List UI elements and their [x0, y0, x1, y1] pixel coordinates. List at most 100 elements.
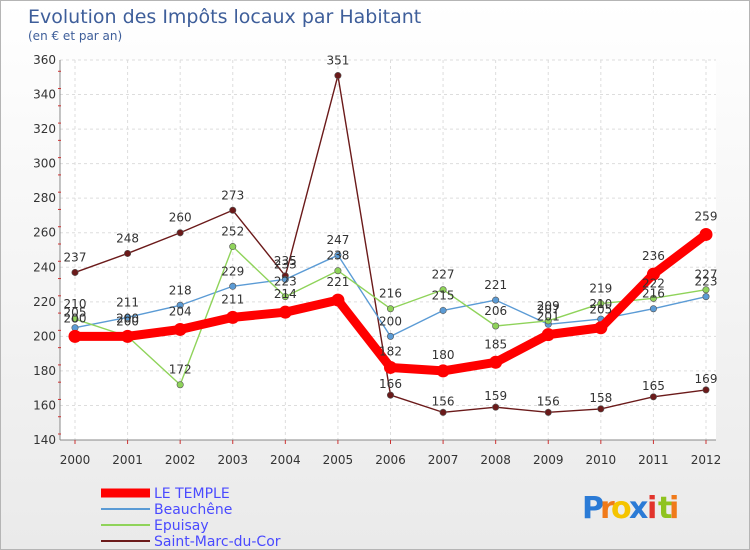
data-point	[649, 393, 657, 401]
data-label: 159	[484, 389, 507, 403]
data-label: 210	[589, 297, 612, 311]
x-tick-label: 2007	[428, 453, 459, 467]
y-tick-label: 140	[33, 433, 56, 447]
data-point	[541, 328, 555, 342]
data-point	[492, 403, 500, 411]
y-tick-label: 280	[33, 191, 56, 205]
data-point	[176, 229, 184, 237]
data-label: 222	[642, 276, 665, 290]
data-label: 252	[221, 225, 244, 239]
x-tick-label: 2008	[480, 453, 511, 467]
x-tick-label: 2011	[638, 453, 669, 467]
y-tick-label: 320	[33, 122, 56, 136]
data-point	[597, 300, 605, 308]
data-label: 236	[642, 249, 665, 263]
data-label: 180	[432, 348, 455, 362]
data-point	[176, 381, 184, 389]
data-label: 200	[379, 314, 402, 328]
data-point	[492, 296, 500, 304]
data-point	[278, 305, 292, 319]
data-point	[594, 321, 608, 335]
x-tick-label: 2000	[60, 453, 91, 467]
data-point	[544, 408, 552, 416]
data-point	[334, 267, 342, 275]
logo-letter: r	[600, 491, 615, 526]
data-point	[384, 360, 397, 374]
data-label: 200	[116, 314, 139, 328]
y-tick-label: 200	[33, 329, 56, 343]
data-label: 273	[221, 188, 244, 202]
data-label: 248	[116, 231, 139, 245]
data-point	[121, 329, 135, 343]
data-label: 210	[64, 297, 87, 311]
x-tick-label: 2010	[586, 453, 617, 467]
data-label: 169	[695, 372, 718, 386]
data-point	[439, 306, 447, 314]
data-point	[702, 386, 710, 394]
data-label: 351	[326, 54, 349, 68]
x-tick-label: 2001	[112, 453, 143, 467]
logo-letter: x	[629, 491, 648, 526]
data-point	[71, 268, 79, 276]
x-tick-label: 2005	[323, 453, 354, 467]
data-label: 156	[432, 394, 455, 408]
data-label: 215	[432, 288, 455, 302]
data-label: 185	[484, 337, 507, 351]
x-tick-label: 2003	[217, 453, 248, 467]
data-point	[173, 322, 187, 336]
data-point	[699, 227, 713, 241]
data-label: 201	[537, 310, 560, 324]
data-point	[229, 243, 237, 251]
data-label: 259	[695, 209, 718, 223]
data-label: 214	[274, 287, 297, 301]
y-tick-label: 160	[33, 398, 56, 412]
data-point	[229, 206, 237, 214]
data-label: 166	[379, 377, 402, 391]
data-point	[386, 305, 394, 313]
legend-label: Saint-Marc-du-Cor	[154, 534, 281, 550]
y-tick-label: 220	[33, 295, 56, 309]
data-point	[489, 355, 503, 369]
logo-letter: P	[582, 491, 604, 526]
x-tick-label: 2012	[691, 453, 722, 467]
data-label: 229	[221, 264, 244, 278]
logo-letter: i	[647, 491, 657, 526]
logo-letter: i	[669, 491, 679, 526]
data-label: 221	[484, 278, 507, 292]
data-point	[331, 293, 345, 307]
data-point	[702, 293, 710, 301]
data-point	[492, 322, 500, 330]
data-point	[439, 286, 447, 294]
data-label: 238	[326, 249, 349, 263]
data-point	[334, 72, 342, 80]
y-tick-label: 340	[33, 88, 56, 102]
data-point	[71, 315, 79, 323]
data-point	[439, 408, 447, 416]
legend-label: Epuisay	[154, 518, 209, 534]
data-point	[649, 305, 657, 313]
data-point	[281, 293, 289, 301]
logo-letter: o	[611, 491, 632, 526]
data-point	[226, 310, 240, 324]
data-label: 223	[274, 275, 297, 289]
data-label: 200	[116, 311, 139, 325]
data-point	[176, 301, 184, 309]
data-label: 172	[169, 363, 192, 377]
data-label: 221	[326, 275, 349, 289]
data-point	[229, 282, 237, 290]
x-tick-label: 2006	[375, 453, 406, 467]
data-label: 158	[589, 391, 612, 405]
data-label: 237	[64, 250, 87, 264]
data-point	[281, 275, 289, 283]
data-label: 227	[695, 268, 718, 282]
data-point	[597, 405, 605, 413]
data-label: 233	[274, 257, 297, 271]
data-label: 209	[537, 299, 560, 313]
data-label: 205	[64, 306, 87, 320]
data-point	[386, 391, 394, 399]
data-point	[649, 294, 657, 302]
data-label: 200	[64, 311, 87, 325]
x-tick-label: 2002	[165, 453, 196, 467]
data-label: 205	[589, 303, 612, 317]
